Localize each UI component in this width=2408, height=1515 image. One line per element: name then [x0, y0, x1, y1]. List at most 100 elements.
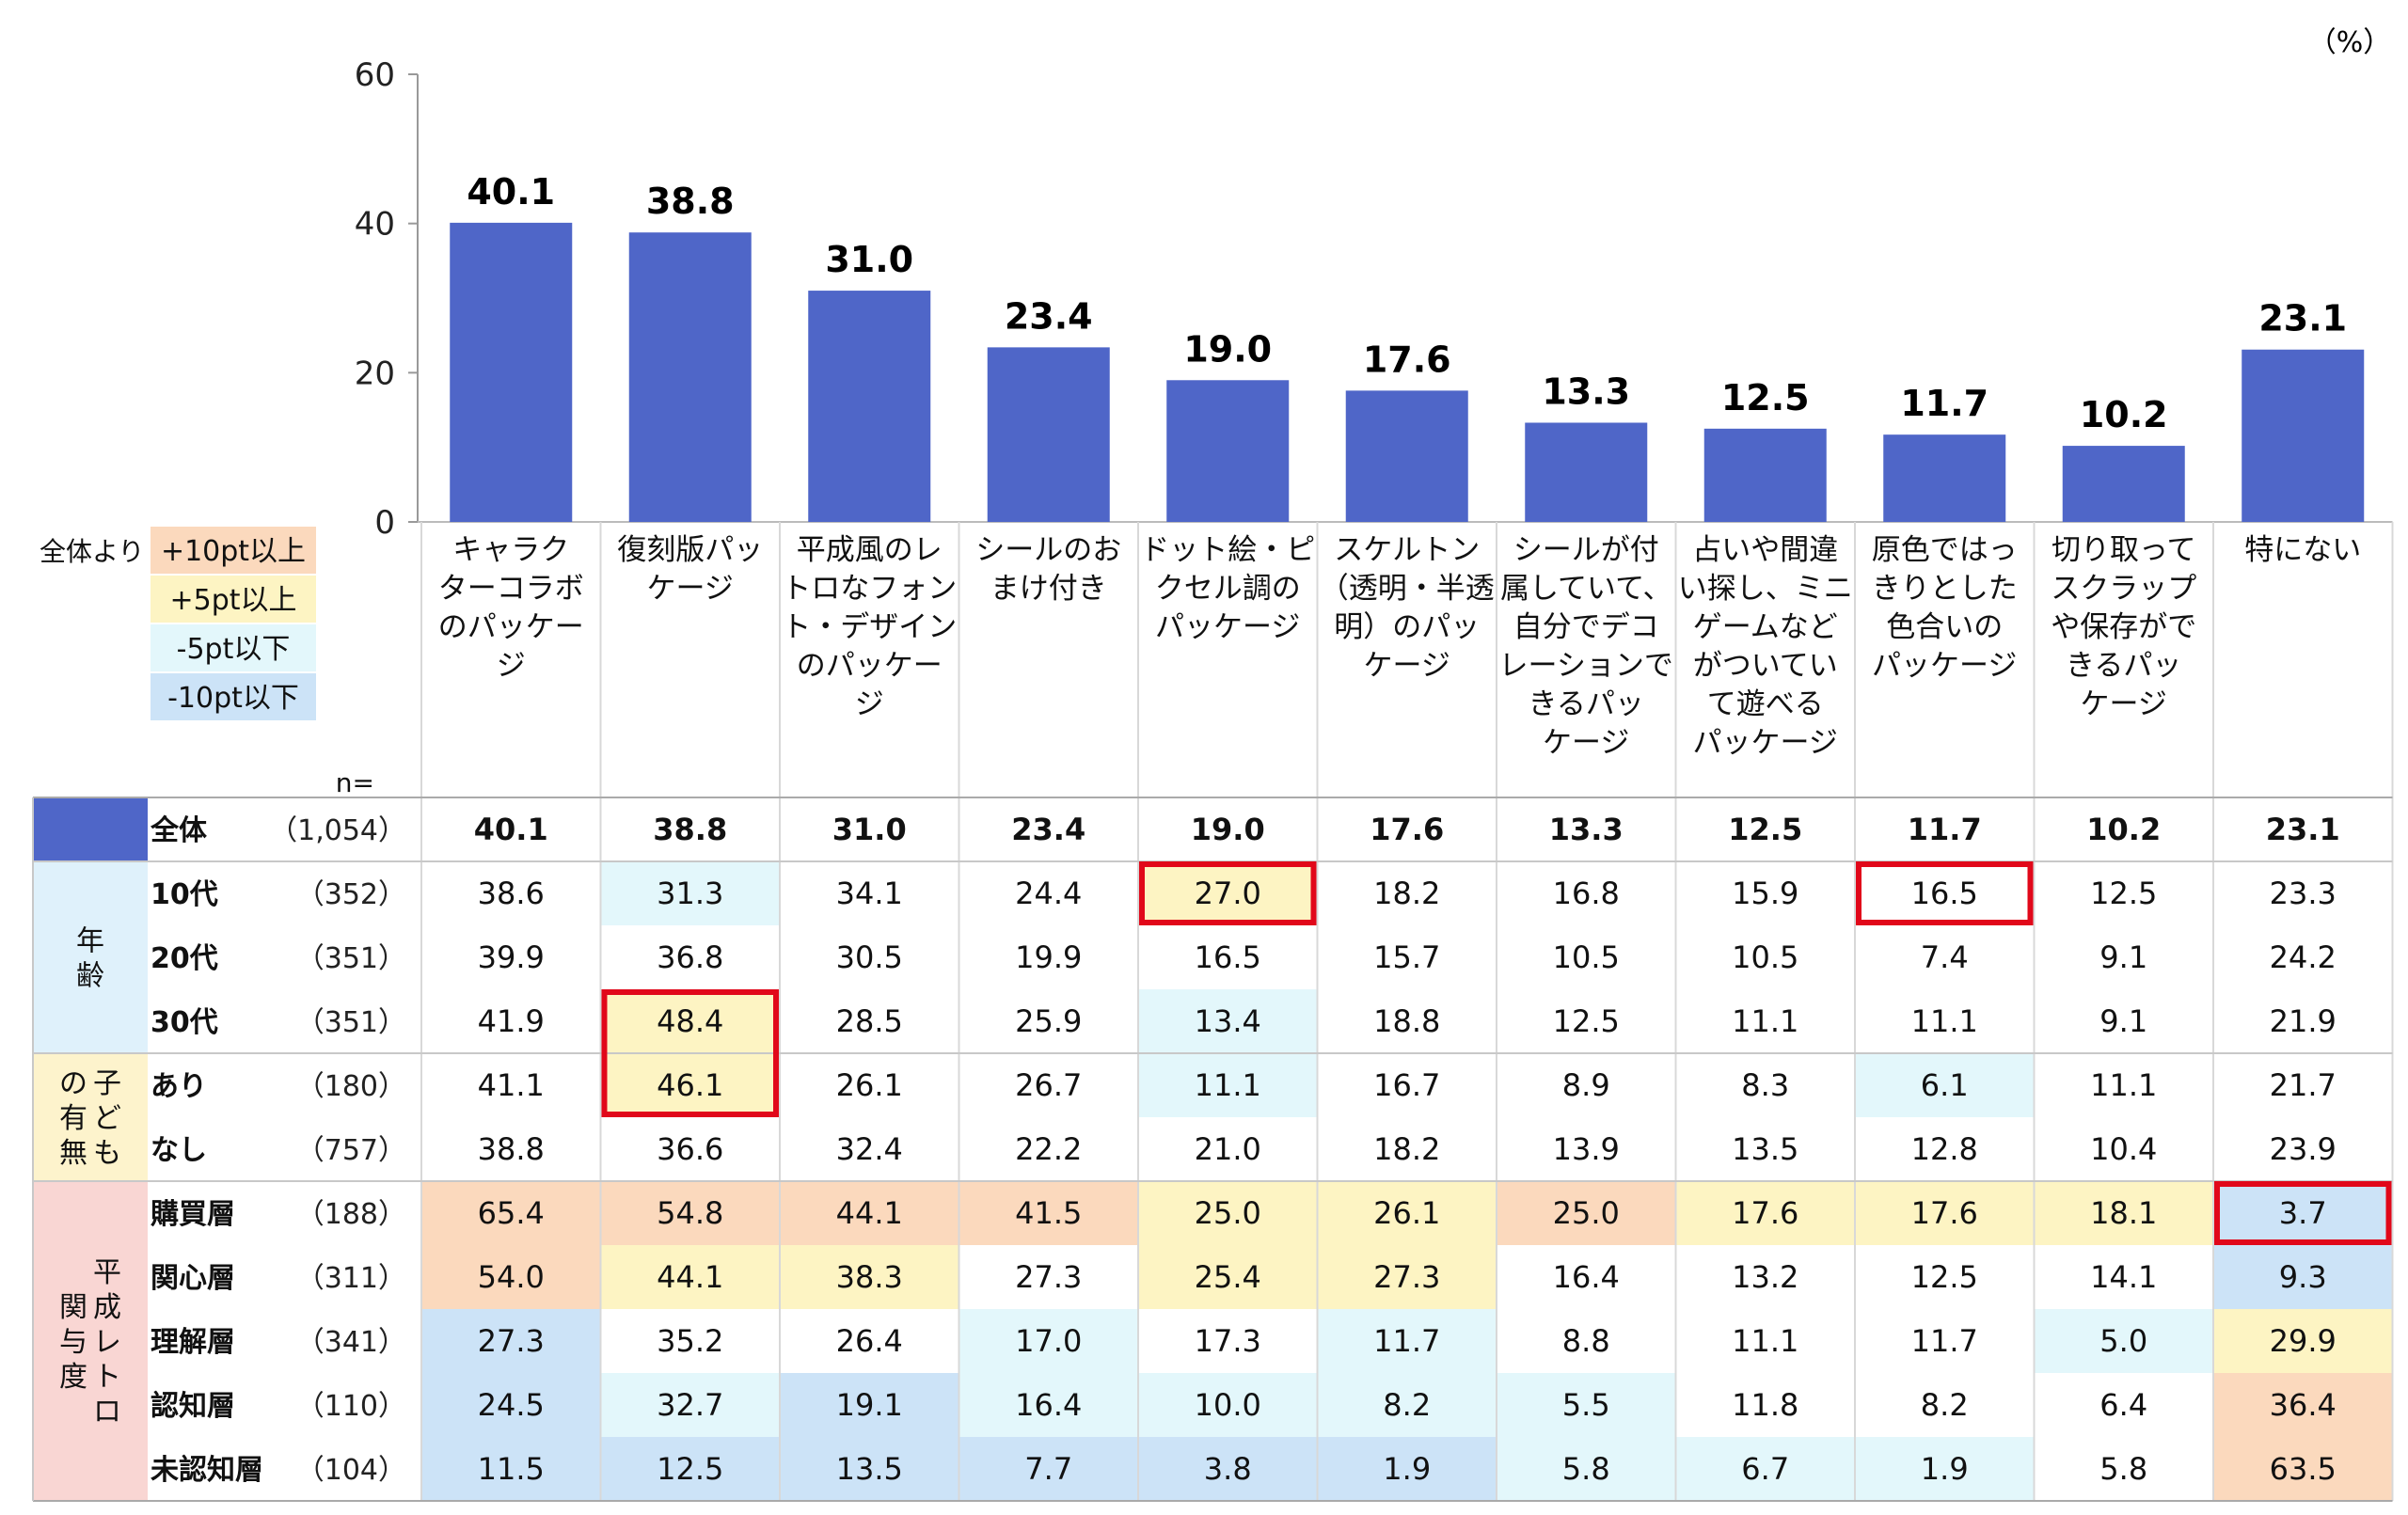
- bar: [2242, 349, 2365, 522]
- table-cell: 8.3: [1741, 1067, 1789, 1103]
- table-cell: 46.1: [657, 1067, 723, 1103]
- table-cell: 40.1: [474, 812, 548, 847]
- table-cell: 38.3: [836, 1259, 903, 1295]
- table-cell: 23.3: [2270, 876, 2337, 911]
- cell-shade: [1317, 1309, 1497, 1373]
- table-cell: 5.5: [1562, 1387, 1610, 1423]
- cell-shade: [1675, 1437, 1855, 1501]
- table-cell: 11.5: [478, 1451, 545, 1487]
- group-label-char: 与: [59, 1326, 87, 1359]
- table-cell: 27.3: [478, 1323, 545, 1359]
- bar: [628, 232, 752, 523]
- table-cell: 25.0: [1195, 1195, 1261, 1231]
- table-cell: 41.9: [478, 1003, 545, 1039]
- cell-shade: [1497, 1373, 1676, 1437]
- table-cell: 12.5: [1911, 1259, 1978, 1295]
- group-label-char: 成: [93, 1291, 121, 1324]
- cell-shade: [1855, 1053, 2035, 1117]
- table-cell: 26.1: [1373, 1195, 1440, 1231]
- table-cell: 10.2: [2086, 812, 2161, 847]
- cell-shade: [2213, 1437, 2393, 1501]
- table-cell: 5.8: [2099, 1451, 2147, 1487]
- table-cell: 7.4: [1921, 939, 1969, 975]
- table-cell: 36.8: [657, 939, 723, 975]
- y-tick-label: 40: [355, 206, 395, 244]
- table-cell: 8.2: [1383, 1387, 1431, 1423]
- row-n: （104）: [296, 1454, 406, 1487]
- legend-prefix: 全体より: [40, 536, 144, 567]
- table-cell: 31.3: [657, 876, 723, 911]
- table-cell: 11.1: [1732, 1003, 1798, 1039]
- table-cell: 13.5: [836, 1451, 903, 1487]
- table-cell: 38.6: [478, 876, 545, 911]
- table-cell: 24.2: [2270, 939, 2337, 975]
- category-label-line: レーションで: [1499, 649, 1673, 683]
- bar-value-label: 31.0: [825, 239, 913, 280]
- category-label-line: パッケージ: [1693, 726, 1838, 760]
- table-cell: 9.3: [2279, 1259, 2327, 1295]
- row-n: （311）: [296, 1262, 406, 1295]
- table-cell: 15.7: [1373, 939, 1440, 975]
- table-cell: 25.9: [1015, 1003, 1082, 1039]
- cell-shade: [780, 1437, 959, 1501]
- category-label-line: 自分でデコ: [1513, 610, 1659, 644]
- bar: [1525, 422, 1648, 522]
- cell-shade: [2213, 1309, 2393, 1373]
- table-cell: 6.7: [1741, 1451, 1789, 1487]
- table-cell: 18.2: [1373, 876, 1440, 911]
- y-tick-label: 20: [355, 355, 395, 392]
- table-cell: 16.8: [1553, 876, 1620, 911]
- cell-shade: [421, 1181, 601, 1245]
- cell-shade: [2034, 1309, 2213, 1373]
- table-cell: 10.5: [1732, 939, 1798, 975]
- table-cell: 17.0: [1015, 1323, 1082, 1359]
- table-cell: 54.0: [478, 1259, 545, 1295]
- table-cell: 16.5: [1911, 876, 1978, 911]
- bar-value-label: 12.5: [1721, 377, 1810, 418]
- table-cell: 36.6: [657, 1131, 723, 1167]
- table-cell: 1.9: [1383, 1451, 1431, 1487]
- group-label-char: も: [93, 1137, 121, 1170]
- table-cell: 3.7: [2279, 1195, 2327, 1231]
- row-label: 10代: [150, 878, 218, 911]
- bar-value-label: 17.6: [1363, 339, 1451, 380]
- cell-shade: [421, 1373, 601, 1437]
- table-cell: 12.5: [657, 1451, 723, 1487]
- bar: [1345, 390, 1468, 522]
- group-label-char: 有: [59, 1102, 87, 1135]
- table-cell: 32.4: [836, 1131, 903, 1167]
- category-label-line: ト・デザイン: [782, 610, 957, 644]
- group-label-char: 子: [93, 1067, 121, 1100]
- table-cell: 11.1: [2090, 1067, 2157, 1103]
- bar: [450, 222, 573, 522]
- cell-shade: [2213, 1245, 2393, 1309]
- table-cell: 35.2: [657, 1323, 723, 1359]
- table-cell: 27.0: [1195, 876, 1261, 911]
- table-cell: 11.1: [1911, 1003, 1978, 1039]
- row-label: 20代: [150, 942, 218, 975]
- table-cell: 26.4: [836, 1323, 903, 1359]
- table-cell: 44.1: [657, 1259, 723, 1295]
- category-label-line: トロなフォン: [782, 572, 957, 606]
- category-label-line: スクラップ: [2051, 572, 2196, 606]
- table-cell: 21.7: [2270, 1067, 2337, 1103]
- table-cell: 26.7: [1015, 1067, 1082, 1103]
- category-label-line: い探し、ミニ: [1678, 572, 1853, 606]
- table-cell: 18.1: [2090, 1195, 2157, 1231]
- row-label: 30代: [150, 1006, 218, 1039]
- bar: [987, 347, 1110, 522]
- category-label-line: キャラク: [452, 533, 569, 567]
- table-cell: 41.5: [1015, 1195, 1082, 1231]
- group-label-bg: [33, 861, 148, 1053]
- row-n: （352）: [296, 878, 406, 911]
- table-cell: 14.1: [2090, 1259, 2157, 1295]
- table-cell: 16.4: [1015, 1387, 1082, 1423]
- table-cell: 10.4: [2090, 1131, 2157, 1167]
- table-cell: 17.6: [1911, 1195, 1978, 1231]
- table-cell: 23.4: [1011, 812, 1085, 847]
- table-cell: 17.6: [1370, 812, 1444, 847]
- table-cell: 16.4: [1553, 1259, 1620, 1295]
- legend-swatch: [150, 576, 316, 623]
